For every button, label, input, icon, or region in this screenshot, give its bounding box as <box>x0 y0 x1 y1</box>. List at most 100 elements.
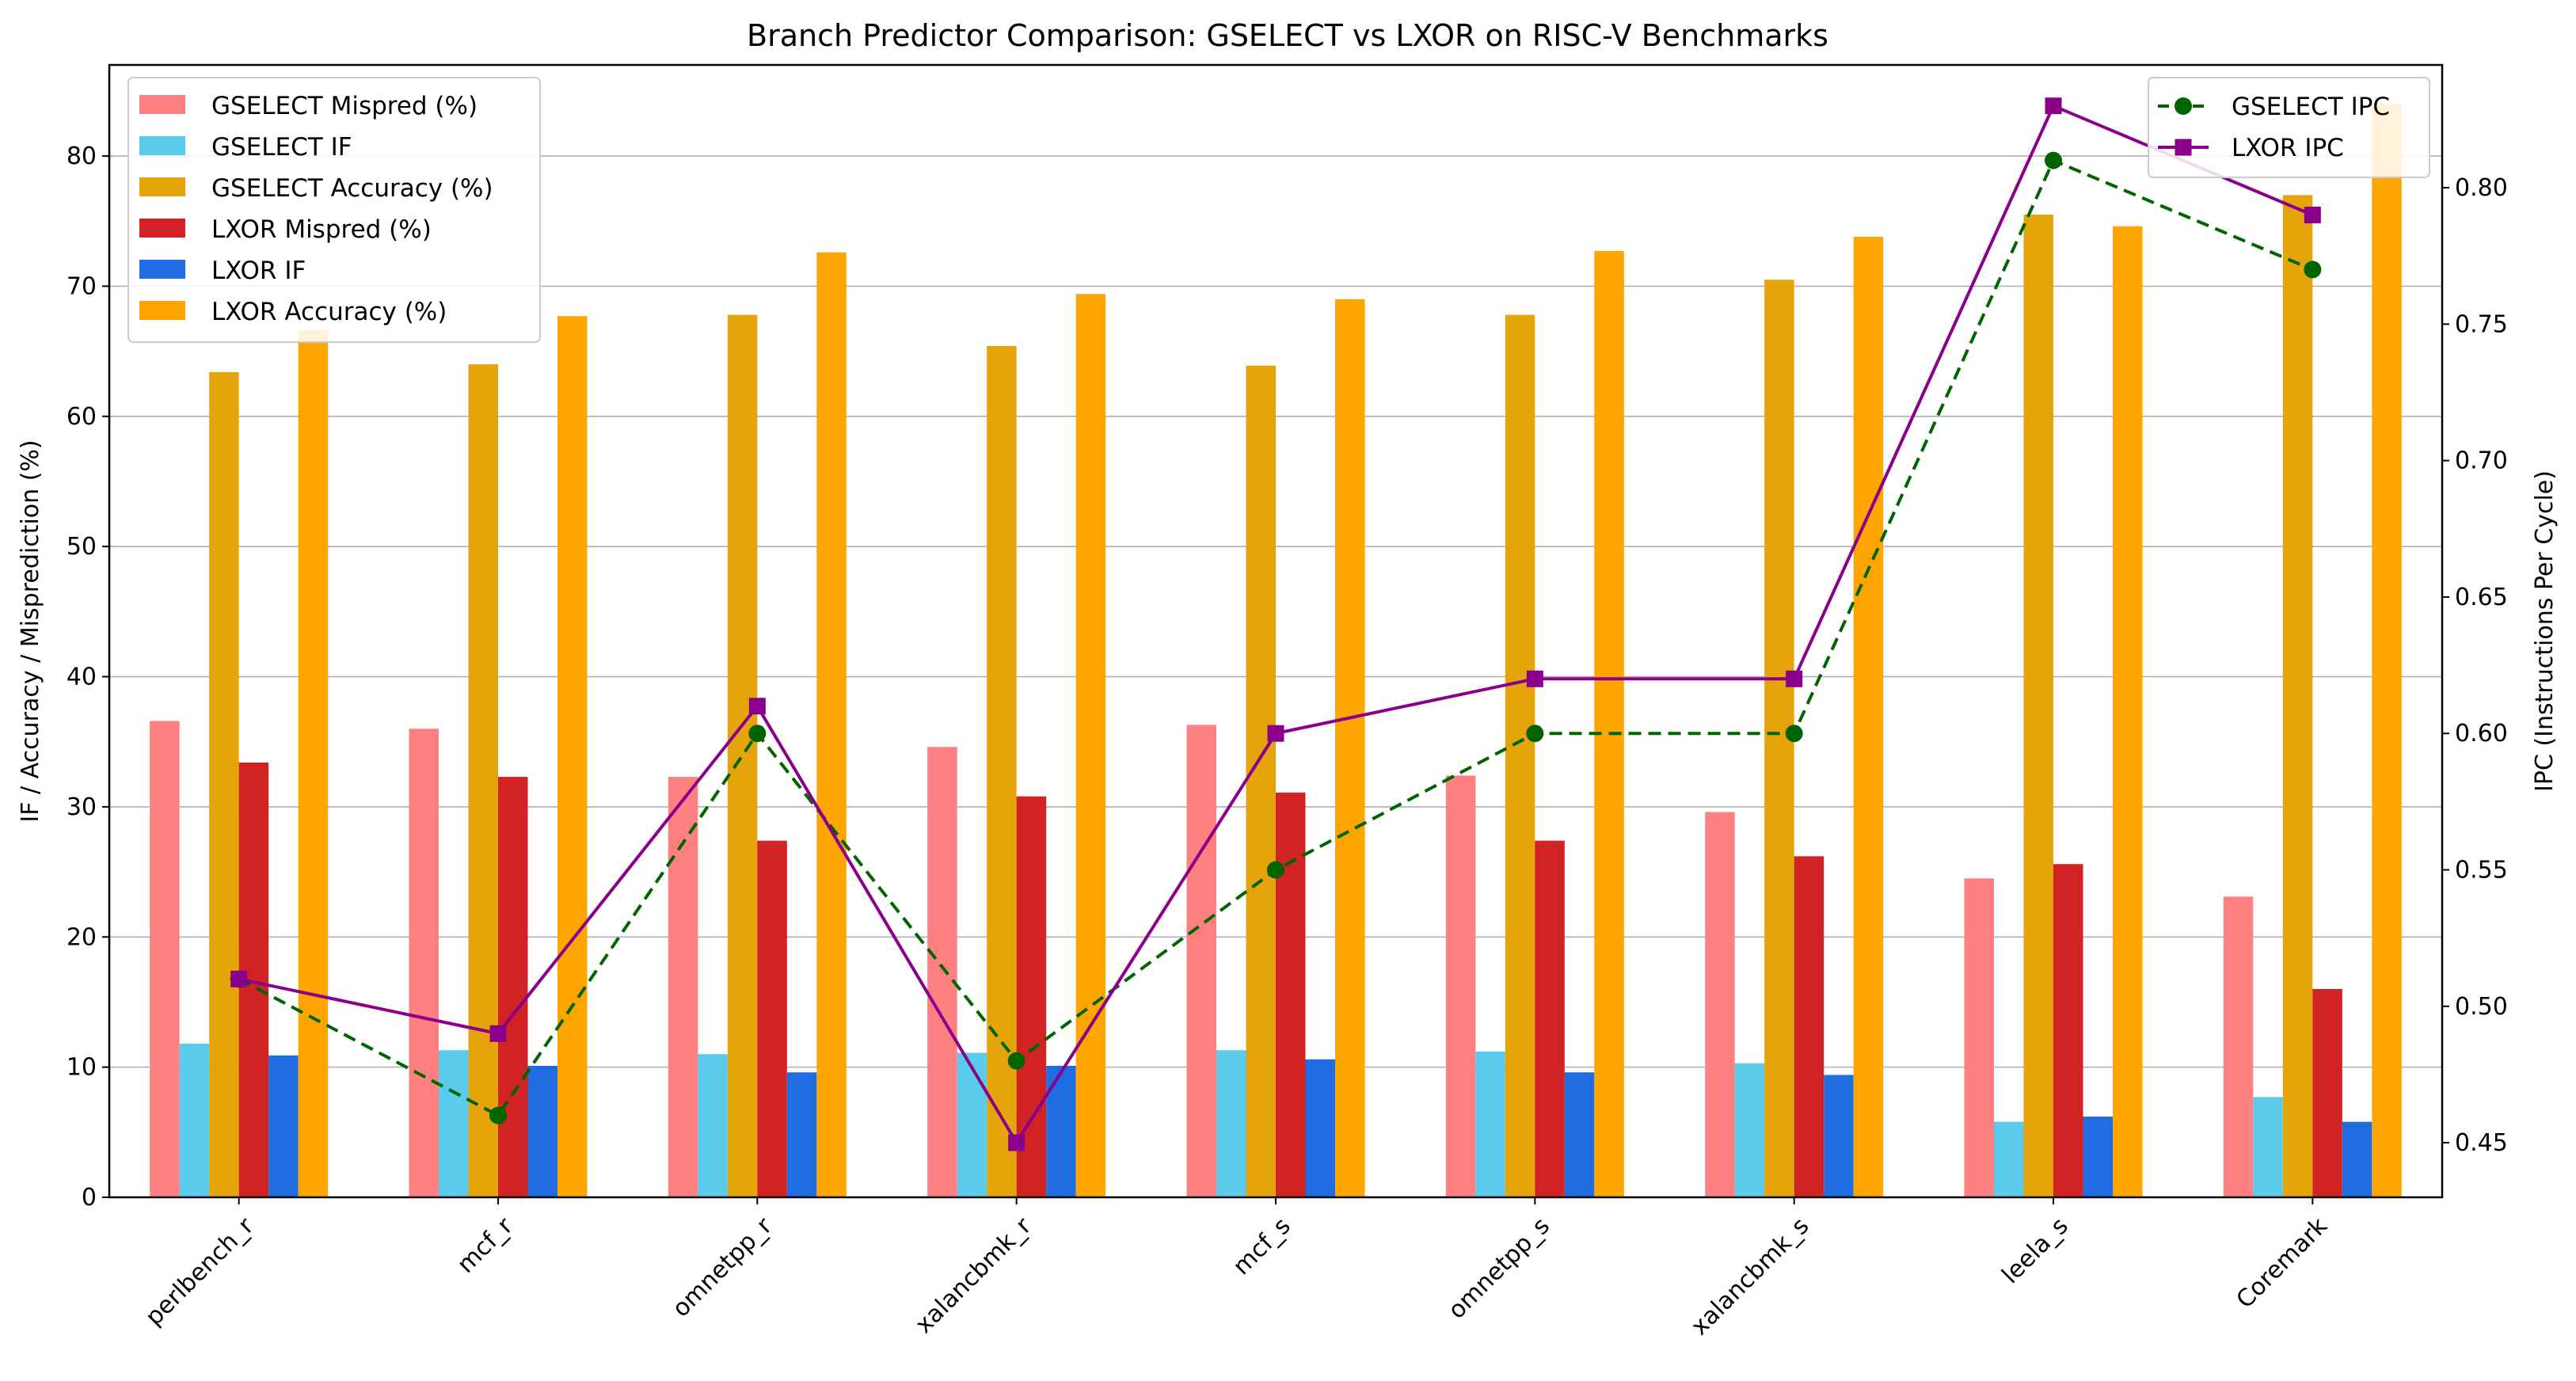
bar <box>1276 792 1306 1197</box>
x-tick-label: omnetpp_s <box>1443 1212 1555 1325</box>
bar <box>298 330 329 1198</box>
bar <box>957 1052 987 1197</box>
line-point <box>1267 725 1284 742</box>
x-tick-label: leela_s <box>1996 1212 2073 1289</box>
bar <box>468 364 498 1197</box>
bar <box>2083 1117 2113 1197</box>
line-point <box>1786 670 1803 687</box>
y-tick-label: 80 <box>67 143 97 170</box>
line-point <box>489 1025 507 1042</box>
legend-lines: GSELECT IPC LXOR IPC <box>2148 77 2430 178</box>
bar <box>498 777 528 1197</box>
legend-label: GSELECT Accuracy (%) <box>211 174 493 203</box>
legend-label: GSELECT IF <box>211 133 352 162</box>
line-point <box>2045 151 2062 169</box>
bar-series <box>298 104 2402 1198</box>
x-tick-label: mcf_r <box>452 1212 519 1278</box>
bar <box>1186 725 1216 1197</box>
x-tick-label: xalancbmk_r <box>910 1212 1037 1339</box>
bar <box>816 252 847 1197</box>
bar <box>1564 1072 1595 1197</box>
bar <box>2312 989 2342 1197</box>
line-point <box>1526 725 1544 743</box>
line-series <box>230 97 2321 1151</box>
bar <box>786 1072 817 1197</box>
bar <box>209 371 239 1197</box>
y2-tick-label: 0.50 <box>2455 993 2508 1021</box>
bar <box>1734 1063 1765 1197</box>
bar <box>2282 195 2313 1198</box>
line-point <box>748 725 767 743</box>
bars-layer <box>150 104 2402 1198</box>
bar <box>1305 1059 1335 1197</box>
bar <box>1794 856 1825 1197</box>
bar-series <box>150 721 2254 1197</box>
y2-tick-label: 0.55 <box>2455 857 2508 885</box>
legend-swatch <box>139 136 185 155</box>
line-point <box>1008 1134 1025 1151</box>
line-point <box>1785 725 1803 743</box>
bar <box>2342 1121 2372 1197</box>
line-point <box>748 698 766 715</box>
bar <box>150 721 180 1197</box>
y-tick-label: 40 <box>67 664 97 691</box>
legend-frame <box>2148 77 2430 178</box>
bar <box>439 1050 469 1197</box>
y2-tick-label: 0.45 <box>2455 1129 2508 1157</box>
bar <box>2023 215 2053 1198</box>
line-point <box>1267 861 1284 879</box>
bar <box>1594 251 1624 1197</box>
legend-label: LXOR Mispred (%) <box>211 215 432 244</box>
bar <box>987 346 1017 1198</box>
y2-axis-label: IPC (Instructions Per Cycle) <box>2531 470 2559 792</box>
line-point <box>2045 97 2062 115</box>
line-point <box>2304 261 2322 279</box>
bar <box>668 777 698 1197</box>
legend-frame <box>127 77 541 343</box>
bar <box>268 1055 299 1197</box>
bar <box>2223 896 2254 1197</box>
legend-marker <box>2175 97 2192 115</box>
bar <box>1216 1050 1246 1197</box>
legend-label: LXOR IPC <box>2232 134 2344 162</box>
bar <box>2372 104 2402 1198</box>
y-tick-label: 10 <box>67 1054 97 1082</box>
chart-title: Branch Predictor Comparison: GSELECT vs … <box>747 18 1828 53</box>
legend-swatch <box>139 260 185 279</box>
legend-label: GSELECT IPC <box>2232 93 2390 121</box>
bar <box>1853 236 1884 1197</box>
line-point <box>2304 207 2321 224</box>
bar-series <box>268 1055 2372 1197</box>
line-point <box>489 1106 507 1124</box>
y-tick-label: 70 <box>67 272 97 300</box>
legend-label: LXOR IF <box>211 257 306 285</box>
x-tick-label: omnetpp_r <box>668 1212 778 1322</box>
bar <box>927 747 957 1197</box>
legend-swatch <box>139 301 185 320</box>
line-series <box>230 151 2322 1124</box>
y2-tick-label: 0.65 <box>2455 584 2508 611</box>
bar <box>698 1054 728 1197</box>
x-tick-label: Coremark <box>2231 1212 2333 1314</box>
legend-bars: GSELECT Mispred (%) GSELECT IF GSELECT Acc… <box>127 77 541 343</box>
bar <box>1535 840 1565 1197</box>
bar <box>1046 1065 1076 1197</box>
bar <box>1246 365 1276 1197</box>
y2-tick-label: 0.80 <box>2455 174 2508 202</box>
y-axis-label: IF / Accuracy / Misprediction (%) <box>17 439 44 822</box>
bar <box>1075 294 1106 1197</box>
bar <box>1335 299 1365 1197</box>
bar <box>1016 796 1047 1197</box>
lines-layer <box>230 97 2322 1151</box>
y2-tick-label: 0.75 <box>2455 310 2508 338</box>
line-point <box>1007 1052 1025 1070</box>
bar <box>727 314 758 1198</box>
bar <box>1964 878 1994 1197</box>
bar <box>179 1044 210 1197</box>
x-tick-label: perlbench_r <box>140 1212 260 1331</box>
bar-series <box>209 195 2313 1198</box>
line-point <box>1526 670 1543 687</box>
legend-swatch <box>139 219 185 238</box>
